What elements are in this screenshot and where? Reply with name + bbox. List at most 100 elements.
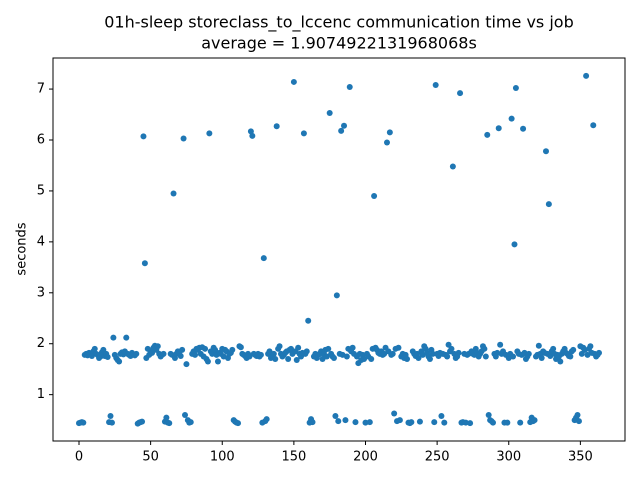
point [80, 419, 87, 426]
point [116, 358, 123, 365]
point [457, 90, 464, 97]
point [295, 344, 302, 351]
point [511, 241, 518, 248]
point [276, 343, 283, 350]
point [341, 122, 348, 129]
point [300, 130, 307, 137]
point [352, 419, 359, 426]
point [247, 128, 254, 135]
point [187, 419, 194, 426]
point [545, 201, 552, 208]
point [395, 344, 402, 351]
point [133, 350, 140, 357]
point [386, 129, 393, 136]
point [342, 417, 349, 424]
point [91, 345, 98, 352]
point [149, 349, 156, 356]
point [212, 346, 219, 353]
point [489, 419, 496, 426]
point [525, 350, 532, 357]
point [444, 353, 451, 360]
point [596, 349, 602, 356]
y-tick-label: 7 [37, 82, 45, 97]
point [575, 418, 582, 425]
point [166, 420, 173, 427]
point [309, 419, 316, 426]
point [202, 345, 209, 352]
point [330, 354, 337, 361]
point [332, 413, 339, 420]
point [104, 353, 111, 360]
point [497, 341, 504, 348]
point [467, 420, 474, 427]
point [482, 353, 489, 360]
point [432, 81, 439, 88]
point [183, 361, 190, 368]
point [517, 419, 524, 426]
y-tick-label: 3 [37, 285, 45, 300]
point [590, 122, 597, 129]
point [141, 260, 148, 267]
x-tick-label: 300 [496, 450, 521, 465]
point [263, 416, 270, 423]
point [273, 123, 280, 130]
point [333, 292, 340, 299]
y-tick-label: 1 [37, 387, 45, 402]
point [495, 125, 502, 132]
point [206, 130, 213, 137]
point [431, 419, 438, 426]
point [538, 354, 545, 361]
point [325, 345, 332, 352]
point [449, 163, 456, 170]
point [426, 356, 433, 363]
point [270, 350, 277, 357]
axes-frame [52, 57, 626, 442]
y-tick-label: 2 [37, 336, 45, 351]
point [170, 190, 177, 197]
point [416, 418, 423, 425]
point [305, 317, 312, 324]
point [154, 343, 161, 350]
y-axis-label: seconds [15, 222, 30, 275]
point [326, 110, 333, 117]
point [438, 413, 445, 420]
point [510, 353, 517, 360]
point [110, 334, 117, 341]
point [303, 348, 310, 355]
point [249, 132, 256, 139]
point [338, 127, 345, 134]
point [192, 351, 199, 358]
chart-title: 01h-sleep storeclass_to_lccenc communica… [104, 13, 573, 33]
x-tick-label: 250 [425, 450, 450, 465]
point [260, 255, 267, 262]
x-tick-label: 350 [568, 450, 593, 465]
x-tick-label: 0 [75, 450, 83, 465]
plot-area [76, 72, 602, 427]
point [229, 346, 236, 353]
point [179, 346, 186, 353]
point [346, 84, 353, 91]
point [180, 135, 187, 142]
point [404, 356, 411, 363]
point [504, 419, 511, 426]
point [160, 350, 167, 357]
x-tick-label: 200 [353, 450, 378, 465]
point [257, 351, 264, 358]
point [290, 78, 297, 85]
point [235, 420, 242, 427]
x-tick-label: 100 [210, 450, 235, 465]
point [285, 356, 292, 363]
point [429, 350, 436, 357]
point [214, 358, 221, 365]
point [368, 356, 375, 363]
point [396, 417, 403, 424]
point [567, 353, 574, 360]
point [383, 139, 390, 146]
point [455, 349, 462, 356]
point [485, 412, 492, 419]
x-tick-label: 150 [281, 450, 306, 465]
point [107, 413, 114, 420]
point [587, 343, 594, 350]
